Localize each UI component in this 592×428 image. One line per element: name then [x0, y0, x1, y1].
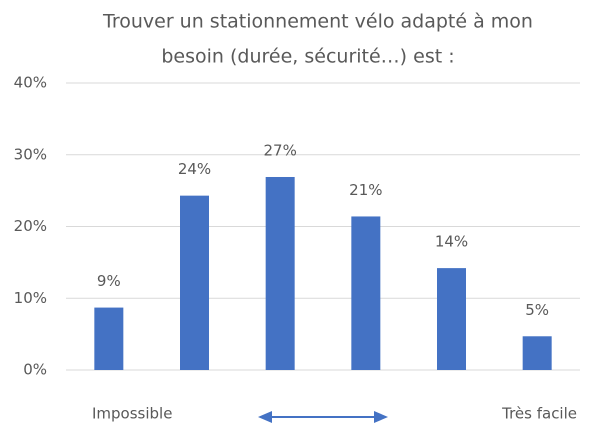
y-tick-label: 10% — [14, 289, 47, 307]
chart-title: besoin (durée, sécurité…) est : — [161, 46, 454, 68]
data-label: 14% — [435, 233, 468, 251]
y-tick-label: 0% — [23, 361, 47, 379]
bar — [94, 307, 124, 370]
y-tick-label: 30% — [14, 145, 47, 163]
bar — [265, 176, 295, 370]
data-label: 24% — [178, 160, 211, 178]
data-label: 5% — [525, 301, 549, 319]
bar — [437, 268, 466, 370]
chart-title: Trouver un stationnement vélo adapté à m… — [102, 11, 533, 33]
bar — [351, 216, 381, 370]
x-tick-label: Impossible — [92, 405, 172, 423]
y-tick-label: 20% — [14, 217, 47, 235]
data-label: 27% — [263, 141, 296, 159]
bar — [522, 336, 552, 370]
bar — [180, 195, 209, 370]
x-tick-label: Très facile — [501, 405, 577, 423]
data-label: 9% — [97, 272, 121, 290]
range-arrow — [258, 411, 388, 423]
data-label: 21% — [349, 181, 382, 199]
y-tick-label: 40% — [14, 74, 47, 92]
